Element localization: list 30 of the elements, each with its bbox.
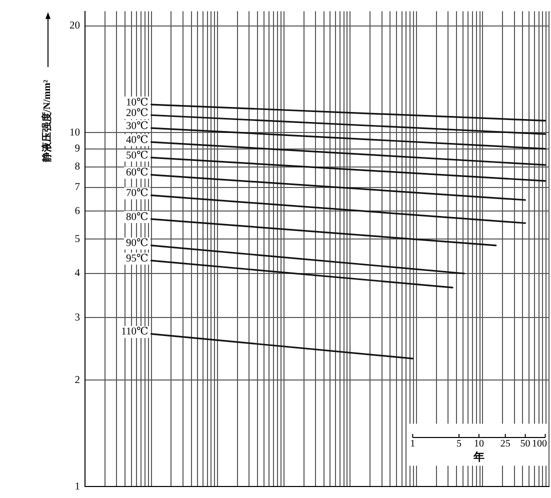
series-label: 110℃ (121, 326, 149, 338)
y-tick-label: 8 (74, 162, 80, 173)
x-tick-label: 50 (520, 438, 530, 450)
series-label: 60℃ (126, 168, 149, 179)
x-tick-label: 5 (456, 438, 462, 450)
x-tick-label: 1 (410, 438, 416, 450)
x-tick-label: 10 (474, 438, 484, 450)
series-label: 30℃ (126, 120, 149, 132)
y-tick-label: 3 (74, 312, 80, 324)
x-tick-label: 25 (500, 438, 510, 450)
series-label: 10℃ (126, 97, 149, 108)
x-tick-label: 100 (532, 438, 547, 450)
x-axis-title: 年 (472, 450, 484, 464)
series-label: 70℃ (126, 188, 149, 200)
y-tick-label: 2 (74, 374, 80, 386)
series-label: 40℃ (126, 134, 149, 146)
y-tick-label: 7 (74, 182, 80, 194)
y-axis-title: 静液压强度/N/mm² (42, 80, 54, 162)
y-tick-label: 10 (70, 127, 80, 138)
series-label: 20℃ (126, 108, 149, 119)
series-label: 50℃ (126, 150, 149, 162)
y-tick-label: 6 (74, 206, 80, 217)
y-tick-label: 20 (70, 20, 80, 32)
series-label: 90℃ (126, 238, 149, 250)
y-tick-label: 1 (74, 481, 80, 492)
y-tick-label: 4 (74, 268, 81, 280)
series-label: 80℃ (126, 212, 149, 223)
y-tick-label: 9 (74, 144, 80, 155)
series-label: 95℃ (126, 253, 149, 264)
y-tick-label: 5 (74, 234, 80, 245)
